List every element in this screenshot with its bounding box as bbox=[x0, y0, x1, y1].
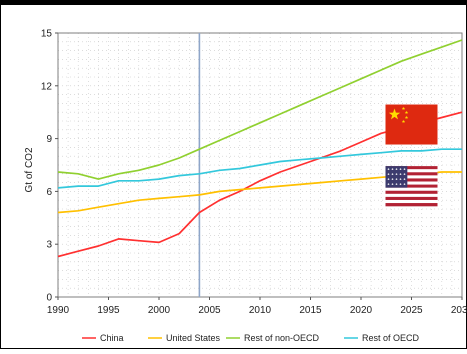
flag-stripe bbox=[385, 193, 438, 198]
flag-stripe bbox=[385, 190, 438, 195]
flag-star bbox=[403, 178, 406, 180]
flag-stripe bbox=[385, 184, 438, 188]
flag-star bbox=[391, 168, 394, 170]
x-tick-label: 2030 bbox=[451, 305, 467, 316]
flag-stripe bbox=[385, 196, 438, 201]
flag-stripe bbox=[385, 169, 438, 173]
flag-star bbox=[399, 183, 402, 185]
flag-star bbox=[391, 183, 394, 185]
flag-stripe bbox=[385, 187, 438, 191]
flag-canton bbox=[385, 166, 408, 188]
y-tick-label: 3 bbox=[46, 240, 52, 251]
y-axis-label-group: Gt of CO2 bbox=[24, 147, 35, 192]
legend: China United States Rest of non-OECD Rest o… bbox=[82, 333, 420, 343]
flag-star bbox=[395, 183, 398, 185]
flag-star bbox=[387, 168, 390, 170]
flag-stripe bbox=[385, 166, 438, 170]
flag-star bbox=[395, 168, 398, 170]
x-tick-label: 2020 bbox=[350, 305, 373, 316]
flag-star bbox=[391, 178, 394, 180]
flag-star bbox=[387, 183, 390, 185]
china-flag-field bbox=[385, 104, 438, 145]
x-tick-label: 2000 bbox=[148, 305, 171, 316]
legend-label: United States bbox=[166, 333, 221, 343]
flag-star bbox=[399, 178, 402, 180]
flag-star bbox=[403, 183, 406, 185]
x-tick-label: 2010 bbox=[249, 305, 272, 316]
x-tick-label: 1990 bbox=[47, 305, 70, 316]
x-tick-label: 2015 bbox=[299, 305, 322, 316]
y-tick-label: 15 bbox=[41, 29, 53, 40]
legend-label: Rest of OECD bbox=[362, 333, 420, 343]
flag-star bbox=[387, 173, 390, 175]
flag-star bbox=[399, 168, 402, 170]
flag-star bbox=[404, 115, 409, 119]
flag-annotations bbox=[385, 104, 438, 207]
flag-star bbox=[401, 119, 406, 123]
china-flag-icon bbox=[385, 104, 438, 145]
top-edge-bar bbox=[0, 0, 467, 5]
y-axis-label: Gt of CO2 bbox=[24, 147, 35, 192]
flag-stripe bbox=[385, 203, 438, 207]
y-tick-label: 0 bbox=[46, 293, 52, 304]
y-tick-label: 9 bbox=[46, 134, 52, 145]
flag-stripe bbox=[385, 199, 438, 204]
legend-label: Rest of non-OECD bbox=[244, 333, 320, 343]
flag-star bbox=[387, 178, 390, 180]
flag-stripe bbox=[385, 181, 438, 185]
flag-stripe bbox=[385, 175, 438, 179]
flag-star bbox=[403, 173, 406, 175]
flag-stripe bbox=[385, 178, 438, 182]
flag-star bbox=[388, 108, 401, 120]
series-line-rest-of-non-oecd bbox=[57, 39, 463, 180]
x-tick-label: 1995 bbox=[97, 305, 120, 316]
x-tick-label: 2005 bbox=[198, 305, 221, 316]
series-line-rest-of-oecd bbox=[57, 148, 462, 189]
y-tick-label: 12 bbox=[41, 81, 53, 92]
flag-star bbox=[399, 173, 402, 175]
flag-star bbox=[395, 178, 398, 180]
y-tick-label: 6 bbox=[46, 187, 52, 198]
us-flag-icon bbox=[385, 166, 438, 207]
x-tick-label: 2025 bbox=[400, 305, 423, 316]
flag-stripe bbox=[385, 172, 438, 176]
flag-star bbox=[404, 110, 409, 114]
flag-star bbox=[395, 173, 398, 175]
flag-star bbox=[401, 106, 406, 110]
axes: 0 3 6 9 12 15 1990 1995 2000 2005 2010 2015 2020 2025… bbox=[41, 29, 467, 317]
flag-star bbox=[391, 173, 394, 175]
legend-label: China bbox=[100, 333, 124, 343]
flag-star bbox=[403, 168, 406, 170]
